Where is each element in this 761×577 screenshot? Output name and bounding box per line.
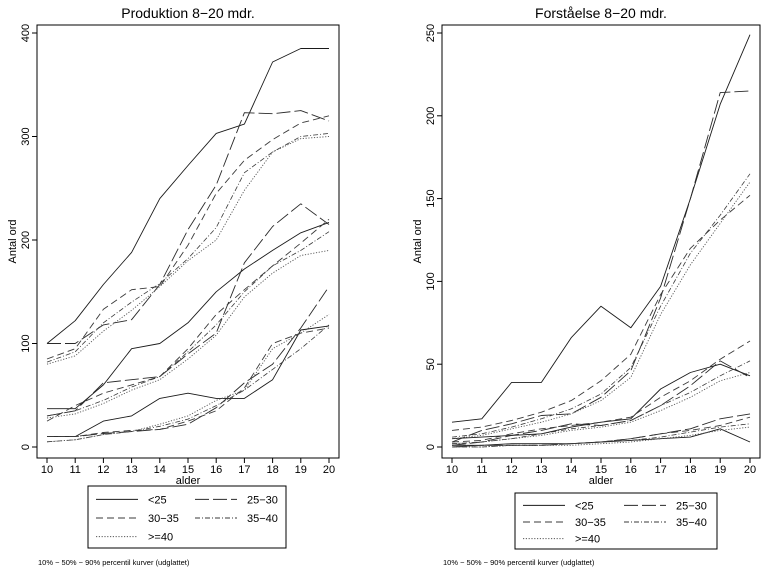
panel-2-series-line-3540-p90: [451, 173, 751, 438]
panel-1-series-line-40-p90: [46, 136, 330, 365]
panel-2-x-tick-label: 18: [684, 464, 696, 476]
panel-1-y-tick-label: 0: [20, 444, 32, 450]
panel-1-x-tick-label: 20: [323, 464, 335, 476]
panel-1-series-line-25-p90: [46, 48, 329, 344]
panel-2-legend-label: 35−40: [676, 517, 707, 529]
panel-1-x-tick-label: 10: [41, 464, 53, 476]
panel-2-x-tick-label: 12: [505, 464, 517, 476]
panel-1-x-axis-label: alder: [176, 475, 201, 487]
panel-1-series-line-40-p10: [46, 314, 330, 443]
panel-2-legend-box: [514, 492, 718, 550]
left-footnote: 10% − 50% − 90% percentil kurver (udglat…: [38, 558, 190, 567]
panel-2-y-axis-label: Antal ord: [412, 219, 424, 263]
panel-2-y-tick-label: 50: [425, 358, 437, 370]
panel-2-x-axis-label: alder: [589, 475, 614, 487]
panel-2-x-tick-label: 11: [476, 464, 487, 476]
panel-2-x-tick-label: 10: [446, 464, 458, 476]
panel-1-x-tick-label: 13: [125, 464, 137, 476]
panel-2-title: Forståelse 8−20 mdr.: [535, 5, 667, 21]
panel-1-x-tick-label: 16: [210, 464, 222, 476]
panel-1-x-tick-label: 15: [182, 464, 194, 476]
panel-1-x-tick-label: 17: [238, 464, 250, 476]
panel-2-series-line-3035-p10: [451, 416, 751, 448]
panel-2-x-tick-label: 16: [625, 464, 637, 476]
right-footnote: 10% − 50% − 90% percentil kurver (udglat…: [443, 558, 595, 567]
panel-1-x-tick-label: 11: [69, 464, 80, 476]
panel-2-plot-frame: [441, 24, 761, 459]
panel-1-y-tick-label: 400: [20, 24, 32, 42]
panel-2-series-line-2530-p90: [451, 90, 751, 443]
panel-2-legend-label: >=40: [575, 534, 600, 546]
panel-1-series-line-3035-p50: [46, 218, 330, 422]
panel-2-legend-label: 30−35: [575, 517, 606, 529]
panel-2-series-line-3035-p50: [451, 340, 751, 443]
panel-2-y-tick-label: 200: [425, 107, 437, 125]
panel-2-y-tick-label: 250: [425, 24, 437, 42]
panel-1-x-tick-label: 12: [97, 464, 109, 476]
panel-1-x-tick-label: 18: [266, 464, 278, 476]
panel-2-x-tick-label: 14: [565, 464, 577, 476]
panel-2-legend-label: 25−30: [676, 500, 707, 512]
panel-2-series-line-3540-p50: [451, 360, 751, 445]
panel-1-series-line-3540-p90: [46, 133, 330, 363]
panel-2-y-tick-label: 100: [425, 272, 437, 290]
panel-1-series-line-25-p50: [47, 221, 330, 410]
panel-1-legend-label: 30−35: [148, 513, 179, 525]
panel-1-series-line-2530-p10: [47, 286, 330, 438]
panel-2-x-tick-label: 17: [654, 464, 666, 476]
panel-1-legend-label: 25−30: [247, 494, 278, 506]
panel-2-x-tick-label: 15: [595, 464, 607, 476]
panel-2-x-tick-label: 13: [535, 464, 547, 476]
panel-1-series-line-25-p10: [47, 325, 330, 438]
panel-2-series-line-25-p90: [451, 34, 751, 423]
panel-1-series-line-3035-p10: [47, 327, 330, 438]
panel-1-legend-label: <25: [148, 494, 167, 506]
panel-1-legend-label: >=40: [148, 532, 173, 544]
panel-2-x-tick-label: 19: [714, 464, 726, 476]
panel-1-y-tick-label: 100: [20, 334, 32, 352]
panel-1-legend-label: 35−40: [247, 513, 278, 525]
panel-1-y-tick-label: 200: [20, 231, 32, 249]
panel-2-x-tick-label: 20: [744, 464, 756, 476]
panel-1-y-tick-label: 300: [20, 127, 32, 145]
panel-1-series-line-3540-p10: [46, 324, 330, 443]
panel-2-legend-label: <25: [575, 500, 594, 512]
panel-1-series-line-40-p50: [46, 249, 330, 419]
panel-2-series-line-40-p10: [452, 426, 751, 448]
panel-2-series-group: [451, 34, 751, 448]
panel-1-series-line-2530-p50: [46, 203, 330, 417]
panel-1-x-tick-label: 19: [295, 464, 307, 476]
panel-2-y-tick-label: 0: [425, 444, 437, 450]
panel-1-series-line-3540-p50: [46, 231, 330, 417]
panel-2-series-line-40-p90: [451, 181, 751, 440]
panel-1-y-axis-label: Antal ord: [7, 219, 19, 263]
panel-1-x-tick-label: 14: [154, 464, 166, 476]
panel-2-series-line-3035-p90: [451, 194, 751, 431]
panel-1-series-group: [46, 48, 330, 443]
panel-1-legend-box: [87, 485, 287, 549]
panel-1-title: Produktion 8−20 mdr.: [121, 5, 254, 21]
panel-2-y-tick-label: 150: [425, 189, 437, 207]
panel-1-series-line-3035-p90: [46, 115, 330, 360]
panel-1-series-line-2530-p90: [47, 110, 330, 344]
